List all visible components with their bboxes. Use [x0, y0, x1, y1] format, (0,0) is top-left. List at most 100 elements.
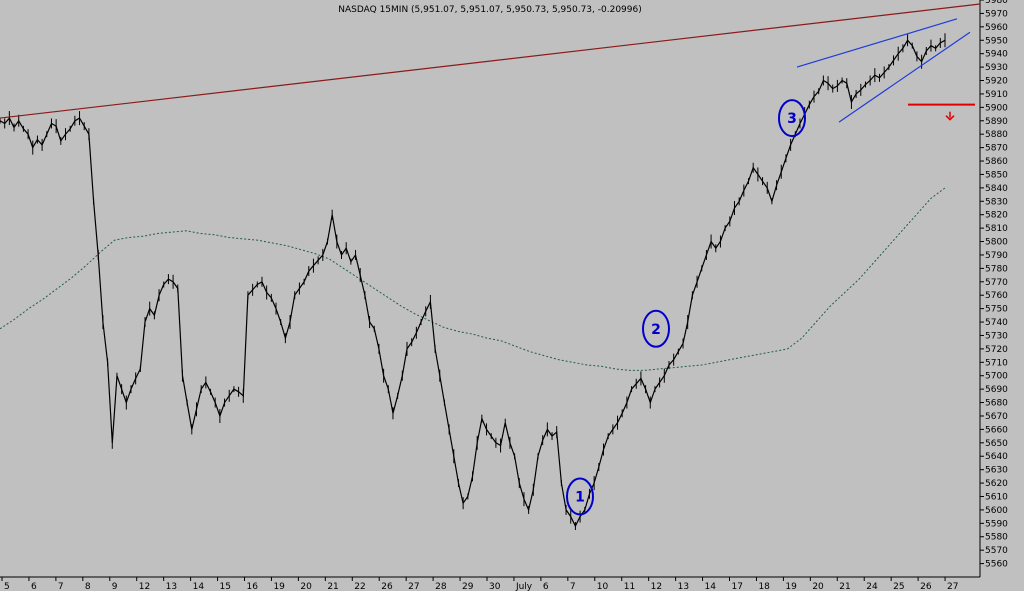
x-tick-label: 28 — [435, 582, 447, 591]
y-tick-label: 5560 — [985, 560, 1008, 570]
x-tick-label: 9 — [112, 582, 118, 591]
down-arrow-icon — [945, 115, 955, 121]
x-tick-label: 25 — [893, 582, 904, 591]
wedge-upper-line — [796, 18, 958, 68]
y-axis: 5560 5570 5580 5590 5600 5610 5620 5630 5640 5650… — [980, 0, 1008, 570]
x-tick-label: 15 — [220, 582, 231, 591]
wave-3-circle — [778, 99, 806, 138]
y-tick-label: 5650 — [985, 439, 1008, 449]
x-tick-label: 19 — [273, 582, 285, 591]
x-tick-label: 19 — [785, 582, 797, 591]
x-axis: 5 6 7 8 9 12 13 14 15 16 19 20 21 22 26 27 28 29 30 July 6 7 1… — [1, 577, 959, 591]
x-tick-label: 18 — [758, 582, 770, 591]
price-layer — [0, 33, 946, 531]
x-tick-label: July — [515, 582, 533, 591]
x-tick-label: 13 — [166, 582, 177, 591]
x-tick-label: 14 — [705, 582, 717, 591]
y-tick-label: 5770 — [985, 278, 1008, 288]
x-tick-label: 22 — [354, 582, 365, 591]
y-tick-label: 5610 — [985, 492, 1008, 502]
x-tick-label: 26 — [920, 582, 932, 591]
plot-area — [0, 0, 980, 577]
y-tick-label: 5950 — [985, 36, 1008, 46]
y-tick-label: 5960 — [985, 23, 1008, 33]
y-tick-label: 5720 — [985, 345, 1008, 355]
y-tick-label: 5970 — [985, 9, 1008, 19]
x-tick-label: 27 — [947, 582, 958, 591]
x-tick-label: 29 — [462, 582, 474, 591]
wave-annotation-layer: 1 2 3 — [566, 99, 806, 516]
x-tick-label: 27 — [408, 582, 419, 591]
x-tick-label: 24 — [866, 582, 878, 591]
y-tick-label: 5810 — [985, 224, 1008, 234]
trendline-layer — [0, 3, 981, 123]
wave-3-label: 3 — [787, 111, 797, 127]
x-tick-label: 11 — [624, 582, 635, 591]
y-tick-label: 5640 — [985, 452, 1008, 462]
moving-average-layer — [0, 187, 946, 371]
x-tick-label: 20 — [812, 582, 824, 591]
x-tick-label: 30 — [489, 582, 501, 591]
y-tick-label: 5570 — [985, 546, 1008, 556]
y-tick-label: 5580 — [985, 533, 1008, 543]
y-tick-label: 5820 — [985, 211, 1008, 221]
y-tick-label: 5910 — [985, 90, 1008, 100]
x-tick-label: 20 — [300, 582, 312, 591]
x-tick-label: 7 — [58, 582, 64, 591]
y-tick-label: 5900 — [985, 103, 1008, 113]
y-tick-label: 5660 — [985, 425, 1008, 435]
y-tick-label: 5840 — [985, 184, 1008, 194]
y-tick-label: 5590 — [985, 519, 1008, 529]
y-tick-label: 5890 — [985, 117, 1008, 127]
wave-1-label: 1 — [575, 489, 585, 505]
x-tick-label: 8 — [85, 582, 91, 591]
y-tick-label: 5740 — [985, 318, 1008, 328]
y-tick-label: 5800 — [985, 238, 1008, 248]
x-tick-label: 21 — [839, 582, 850, 591]
y-tick-label: 5700 — [985, 372, 1008, 382]
x-tick-label: 12 — [651, 582, 662, 591]
y-tick-label: 5980 — [985, 0, 1008, 6]
y-tick-label: 5880 — [985, 130, 1008, 140]
y-tick-label: 5750 — [985, 305, 1008, 315]
x-tick-label: 26 — [381, 582, 393, 591]
wave-2-label: 2 — [651, 322, 661, 338]
y-tick-label: 5940 — [985, 50, 1008, 60]
y-tick-label: 5620 — [985, 479, 1008, 489]
wave-2-circle — [642, 309, 670, 348]
y-tick-label: 5670 — [985, 412, 1008, 422]
y-tick-label: 5850 — [985, 170, 1008, 180]
x-tick-label: 16 — [247, 582, 259, 591]
x-tick-label: 13 — [678, 582, 689, 591]
y-tick-label: 5760 — [985, 291, 1008, 301]
y-tick-label: 5790 — [985, 251, 1008, 261]
x-tick-label: 6 — [31, 582, 37, 591]
x-tick-label: 17 — [732, 582, 743, 591]
y-tick-label: 5860 — [985, 157, 1008, 167]
y-tick-label: 5630 — [985, 466, 1008, 476]
y-tick-label: 5730 — [985, 331, 1008, 341]
wedge-lower-line — [838, 31, 971, 123]
resistance-line — [0, 3, 981, 119]
x-tick-label: 14 — [193, 582, 205, 591]
y-tick-label: 5930 — [985, 63, 1008, 73]
moving-average-line — [0, 187, 946, 371]
y-tick-label: 5870 — [985, 144, 1008, 154]
y-tick-label: 5780 — [985, 264, 1008, 274]
chart-title: NASDAQ 15MIN (5,951.07, 5,951.07, 5,950.… — [338, 5, 641, 15]
y-tick-label: 5710 — [985, 358, 1008, 368]
x-tick-label: 21 — [327, 582, 338, 591]
x-tick-label: 10 — [597, 582, 609, 591]
x-tick-label: 12 — [139, 582, 150, 591]
y-tick-label: 5680 — [985, 399, 1008, 409]
y-tick-label: 5830 — [985, 197, 1008, 207]
x-tick-label: 6 — [543, 582, 549, 591]
x-tick-label: 5 — [4, 582, 10, 591]
x-tick-label: 7 — [570, 582, 576, 591]
y-tick-label: 5920 — [985, 77, 1008, 87]
wave-1-circle — [566, 477, 594, 516]
y-tick-label: 5600 — [985, 506, 1008, 516]
y-tick-label: 5690 — [985, 385, 1008, 395]
